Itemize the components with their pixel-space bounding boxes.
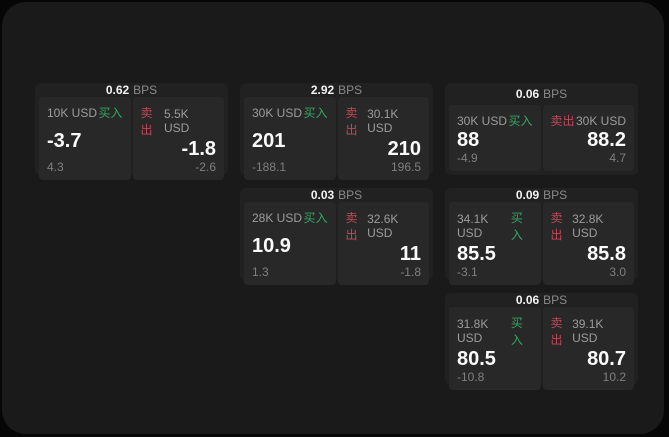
buy-button[interactable]: 买入 — [508, 114, 533, 128]
sell-amount: 30.1K USD — [367, 107, 399, 135]
card-header: 0.06 BPS — [445, 293, 638, 307]
buy-amount: 30K USD — [252, 105, 303, 120]
card-header: 0.06 BPS — [445, 83, 638, 105]
sell-price: 85.8 — [587, 243, 626, 265]
sell-delta: 3.0 — [609, 265, 626, 279]
quote-cards-grid: 0.62 BPS 10K USD 买入 -3.7 4.3 卖出 5.5K USD… — [35, 83, 638, 390]
quote-tiles: 31.8K USD 买入 80.5 -10.8 卖出 39.1K USD 80.… — [449, 307, 634, 390]
sell-amount: 32.6K USD — [367, 212, 399, 240]
buy-quote-tile[interactable]: 30K USD 买入 201 -188.1 — [244, 97, 336, 180]
quote-tiles: 34.1K USD 买入 85.5 -3.1 卖出 32.8K USD 85.8… — [449, 202, 634, 285]
buy-quote-tile[interactable]: 34.1K USD 买入 85.5 -3.1 — [449, 202, 541, 285]
sell-price: -1.8 — [181, 138, 216, 160]
sell-price: 80.7 — [587, 348, 626, 370]
sell-price: 210 — [387, 138, 421, 160]
sell-delta: 10.2 — [602, 370, 626, 384]
buy-amount: 34.1K USD — [457, 212, 489, 240]
buy-amount: 28K USD — [252, 210, 303, 225]
buy-delta: 1.3 — [252, 265, 269, 279]
buy-quote-tile[interactable]: 28K USD 买入 10.9 1.3 — [244, 202, 336, 285]
sell-quote-tile[interactable]: 卖出 30K USD 88.2 4.7 — [542, 105, 634, 171]
sell-delta: -1.8 — [400, 265, 421, 279]
sell-price: 88.2 — [587, 129, 626, 151]
card-header: 0.03 BPS — [240, 188, 433, 202]
buy-delta: 4.3 — [47, 160, 64, 174]
sell-amount: 30K USD — [575, 113, 626, 128]
sell-delta: 196.5 — [390, 160, 421, 174]
sell-quote-tile[interactable]: 卖出 32.8K USD 85.8 3.0 — [542, 202, 634, 285]
bps-value: 0.06 — [515, 293, 540, 307]
sell-amount: 39.1K USD — [572, 317, 604, 345]
quote-tiles: 30K USD 买入 88 -4.9 卖出 30K USD 88.2 4.7 — [449, 105, 634, 171]
bps-value: 2.92 — [310, 83, 335, 97]
buy-amount: 10K USD — [47, 105, 98, 120]
sell-quote-tile[interactable]: 卖出 5.5K USD -1.8 -2.6 — [132, 97, 224, 180]
buy-amount: 30K USD — [457, 113, 508, 128]
bps-value: 0.06 — [515, 87, 540, 101]
quote-card: 2.92 BPS 30K USD 买入 201 -188.1 卖出 30.1K … — [240, 83, 433, 180]
sell-button[interactable]: 卖出 — [550, 316, 563, 347]
card-header: 0.09 BPS — [445, 188, 638, 202]
quote-card: 0.62 BPS 10K USD 买入 -3.7 4.3 卖出 5.5K USD… — [35, 83, 228, 180]
bps-unit-label: BPS — [543, 188, 568, 202]
buy-price: 80.5 — [457, 348, 496, 370]
buy-delta: -3.1 — [457, 265, 478, 279]
quote-card: 0.09 BPS 34.1K USD 买入 85.5 -3.1 卖出 32.8K… — [445, 188, 638, 285]
quote-tiles: 28K USD 买入 10.9 1.3 卖出 32.6K USD 11 -1.8 — [244, 202, 429, 285]
sell-amount: 5.5K USD — [163, 107, 190, 135]
buy-button[interactable]: 买入 — [510, 316, 523, 347]
buy-price: 85.5 — [457, 243, 496, 265]
sell-button[interactable]: 卖出 — [345, 211, 358, 242]
buy-quote-tile[interactable]: 10K USD 买入 -3.7 4.3 — [39, 97, 131, 180]
app-surface: 0.62 BPS 10K USD 买入 -3.7 4.3 卖出 5.5K USD… — [2, 2, 664, 434]
bps-unit-label: BPS — [338, 188, 363, 202]
quote-card: 0.06 BPS 30K USD 买入 88 -4.9 卖出 30K USD 8… — [445, 83, 638, 175]
sell-button[interactable]: 卖出 — [345, 106, 358, 137]
bps-unit-label: BPS — [133, 83, 158, 97]
sell-quote-tile[interactable]: 卖出 30.1K USD 210 196.5 — [337, 97, 429, 180]
sell-quote-tile[interactable]: 卖出 39.1K USD 80.7 10.2 — [542, 307, 634, 390]
buy-delta: -4.9 — [457, 151, 478, 165]
buy-delta: -188.1 — [252, 160, 287, 174]
buy-button[interactable]: 买入 — [303, 211, 328, 225]
buy-button[interactable]: 买入 — [303, 106, 328, 120]
buy-quote-tile[interactable]: 30K USD 买入 88 -4.9 — [449, 105, 541, 171]
buy-price: -3.7 — [47, 129, 82, 152]
bps-value: 0.09 — [515, 188, 540, 202]
sell-amount: 32.8K USD — [572, 212, 604, 240]
buy-delta: -10.8 — [457, 370, 485, 384]
buy-price: 10.9 — [252, 234, 291, 257]
sell-delta: 4.7 — [609, 151, 626, 165]
buy-price: 88 — [457, 129, 480, 151]
buy-price: 201 — [252, 129, 286, 152]
sell-button[interactable]: 卖出 — [140, 106, 153, 137]
quote-card: 0.03 BPS 28K USD 买入 10.9 1.3 卖出 32.6K US… — [240, 188, 433, 285]
card-header: 2.92 BPS — [240, 83, 433, 97]
bps-unit-label: BPS — [543, 293, 568, 307]
sell-delta: -2.6 — [195, 160, 216, 174]
sell-button[interactable]: 卖出 — [550, 114, 575, 128]
bps-value: 0.03 — [310, 188, 335, 202]
bps-value: 0.62 — [105, 83, 130, 97]
card-header: 0.62 BPS — [35, 83, 228, 97]
sell-quote-tile[interactable]: 卖出 32.6K USD 11 -1.8 — [337, 202, 429, 285]
buy-button[interactable]: 买入 — [98, 106, 123, 120]
buy-button[interactable]: 买入 — [510, 211, 523, 242]
bps-unit-label: BPS — [543, 87, 568, 101]
quote-tiles: 10K USD 买入 -3.7 4.3 卖出 5.5K USD -1.8 -2.… — [39, 97, 224, 180]
quote-tiles: 30K USD 买入 201 -188.1 卖出 30.1K USD 210 1… — [244, 97, 429, 180]
quote-card: 0.06 BPS 31.8K USD 买入 80.5 -10.8 卖出 39.1… — [445, 293, 638, 390]
bps-unit-label: BPS — [338, 83, 363, 97]
buy-quote-tile[interactable]: 31.8K USD 买入 80.5 -10.8 — [449, 307, 541, 390]
sell-price: 11 — [399, 243, 421, 265]
sell-button[interactable]: 卖出 — [550, 211, 563, 242]
buy-amount: 31.8K USD — [457, 317, 489, 345]
